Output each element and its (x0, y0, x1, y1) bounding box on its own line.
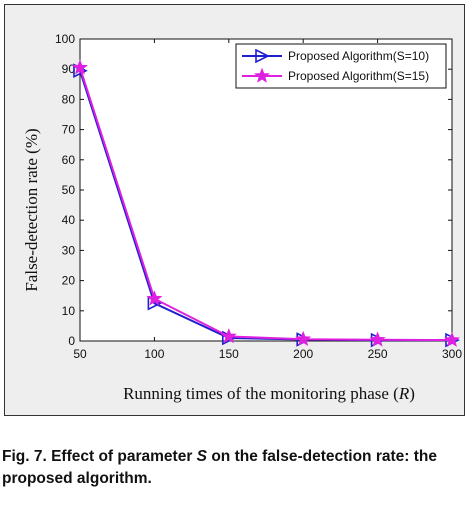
legend-label: Proposed Algorithm(S=15) (288, 69, 429, 83)
x-axis-label: Running times of the monitoring phase (R… (123, 384, 415, 403)
x-tick-label: 250 (368, 347, 388, 361)
y-tick-label: 100 (55, 32, 75, 46)
series-2-point (72, 59, 88, 75)
plot-area (79, 38, 453, 342)
caption-prefix: Fig. 7. Effect of parameter (2, 448, 197, 465)
x-tick-label: 150 (219, 347, 239, 361)
legend-label: Proposed Algorithm(S=10) (288, 49, 429, 63)
legend-box (235, 43, 447, 89)
y-axis-label: False-detection rate (%) (22, 128, 41, 291)
legend-marker (254, 67, 270, 83)
series-2-point (444, 331, 460, 347)
y-tick-label: 10 (62, 304, 76, 318)
legend-item-1: Proposed Algorithm(S=10) (242, 48, 429, 64)
x-tick-label: 300 (442, 347, 462, 361)
y-tick-label: 40 (62, 213, 76, 227)
y-tick-label: 70 (62, 123, 76, 137)
x-axis-label-close: ) (409, 384, 415, 403)
legend-marker (255, 48, 270, 64)
x-axis-label-variable: R (398, 384, 410, 403)
series-2-point (295, 330, 312, 346)
y-tick-label: 30 (62, 243, 76, 257)
x-tick-label: 50 (73, 347, 87, 361)
x-tick-label: 100 (144, 347, 164, 361)
y-tick-label: 90 (62, 62, 76, 76)
y-tick-label: 0 (68, 334, 75, 348)
x-axis-label-text: Running times of the monitoring phase ( (123, 384, 399, 403)
series-2-point (220, 328, 237, 344)
caption-suffix: on the false-detection rate: the propose… (2, 448, 437, 487)
figure-caption: Fig. 7. Effect of parameter S on the fal… (2, 446, 472, 490)
x-tick-label: 200 (293, 347, 313, 361)
series-2 (72, 59, 460, 347)
y-tick-label: 20 (62, 274, 76, 288)
legend-item-2: Proposed Algorithm(S=15) (242, 67, 429, 83)
line-chart: 50 100 150 200 250 3000102030405060708090100 … (22, 32, 462, 403)
series-2-line (79, 67, 453, 342)
y-tick-label: 60 (62, 153, 76, 167)
series-2-point (146, 290, 163, 306)
y-tick-label: 80 (62, 92, 76, 106)
caption-variable: S (196, 448, 208, 465)
series-2-point (369, 331, 386, 347)
y-tick-label: 50 (62, 183, 76, 197)
